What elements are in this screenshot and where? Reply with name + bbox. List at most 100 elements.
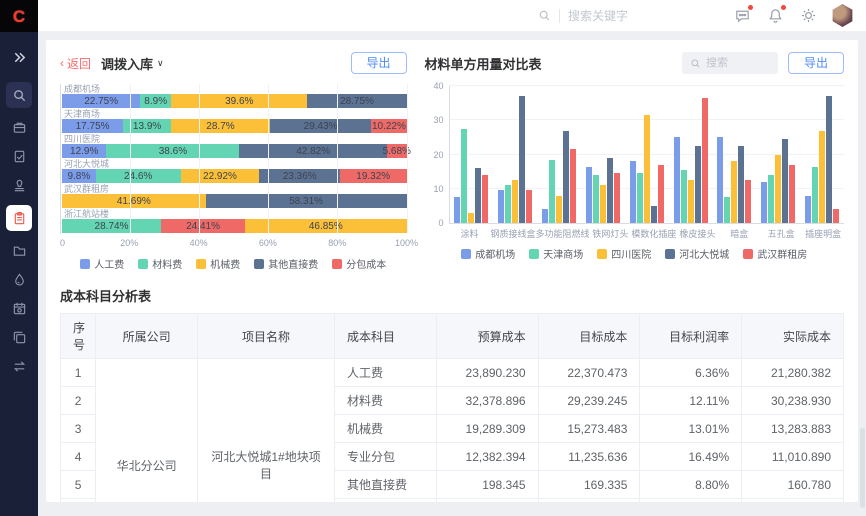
grouped-bar[interactable]: [512, 180, 519, 223]
table-row[interactable]: 4 专业分包 12,382.394 11,235.636 16.49% 11,010.89…: [59, 442, 844, 471]
scrollbar-track[interactable]: [859, 32, 866, 516]
grouped-bar[interactable]: [643, 115, 650, 223]
grouped-bar[interactable]: [724, 197, 731, 223]
grouped-bar[interactable]: [549, 159, 556, 223]
legend-item[interactable]: 四川医院: [597, 246, 651, 261]
grouped-bar[interactable]: [805, 195, 812, 223]
bar-segment[interactable]: 42.82%: [239, 144, 387, 158]
legend-item[interactable]: 材料费: [138, 256, 182, 271]
sidebar-item-copy-icon[interactable]: [6, 324, 32, 350]
grouped-bar[interactable]: [812, 166, 819, 223]
sidebar-expand-icon[interactable]: [6, 44, 32, 70]
bar-segment[interactable]: 5.68%: [383, 144, 411, 158]
grouped-bar[interactable]: [636, 173, 643, 223]
bar-segment[interactable]: 10.22%: [371, 119, 407, 133]
sidebar-item-clipboard-icon-active[interactable]: [6, 205, 32, 231]
legend-item[interactable]: 河北大悦城: [665, 246, 729, 261]
grouped-bar[interactable]: [680, 169, 687, 223]
grouped-bar[interactable]: [606, 157, 613, 223]
bar-segment[interactable]: 38.6%: [106, 144, 240, 158]
sidebar-item-calendar-icon[interactable]: [6, 295, 32, 321]
bar-segment[interactable]: 22.75%: [62, 94, 141, 108]
grouped-bar[interactable]: [738, 145, 745, 223]
bar-segment[interactable]: 24.41%: [161, 219, 246, 233]
sidebar-item-transfer-icon[interactable]: [6, 353, 32, 379]
grouped-bar[interactable]: [526, 190, 533, 223]
grouped-bar[interactable]: [592, 175, 599, 223]
grouped-bar[interactable]: [694, 145, 701, 223]
grouped-bar[interactable]: [585, 166, 592, 223]
grouped-bar[interactable]: [454, 197, 461, 223]
grouped-bar[interactable]: [657, 164, 664, 223]
grouped-bar[interactable]: [768, 175, 775, 223]
grouped-bar[interactable]: [461, 128, 468, 223]
gear-icon[interactable]: [800, 7, 817, 24]
global-search-input[interactable]: [568, 8, 678, 23]
grouped-bar[interactable]: [556, 195, 563, 223]
grouped-bar[interactable]: [789, 164, 796, 223]
grouped-bar[interactable]: [717, 137, 724, 223]
grouped-bar[interactable]: [782, 139, 789, 223]
bar-segment[interactable]: 28.75%: [307, 94, 407, 108]
grouped-bar[interactable]: [475, 168, 482, 223]
grouped-bar[interactable]: [482, 175, 489, 223]
sidebar-item-document-check-icon[interactable]: [6, 143, 32, 169]
grouped-bar[interactable]: [731, 161, 738, 223]
legend-item[interactable]: 分包成本: [332, 256, 386, 271]
grouped-bar[interactable]: [833, 209, 840, 223]
table-row[interactable]: 1 华北分公司 河北大悦城1#地块项目 人工费 23,890.230 22,370.473…: [59, 358, 844, 502]
export-button-right[interactable]: 导出: [787, 52, 844, 74]
legend-item[interactable]: 武汉群租房: [743, 246, 807, 261]
legend-item[interactable]: 其他直接费: [254, 256, 318, 271]
bar-segment[interactable]: 39.6%: [171, 94, 308, 108]
chart-search-input[interactable]: [705, 57, 770, 69]
bar-segment[interactable]: 41.69%: [62, 194, 206, 208]
bell-icon[interactable]: [767, 5, 786, 24]
grouped-bar[interactable]: [650, 205, 657, 223]
sidebar-search-icon[interactable]: [6, 82, 32, 108]
bar-segment[interactable]: 9.8%: [62, 169, 96, 183]
bar-segment[interactable]: 28.74%: [62, 219, 162, 233]
bar-segment[interactable]: 46.85%: [245, 219, 407, 233]
grouped-bar[interactable]: [498, 190, 505, 223]
table-row[interactable]: 3 机械费 19,289.309 15,273.483 13.01% 13,283.883: [59, 414, 844, 443]
grouped-bar[interactable]: [745, 180, 752, 223]
sidebar-item-folder-icon[interactable]: [6, 237, 32, 263]
grouped-bar[interactable]: [468, 212, 475, 223]
grouped-bar[interactable]: [599, 185, 606, 223]
table-row[interactable]: 2 材料费 32,378.896 29,239.245 12.11% 30,238.930: [59, 386, 844, 415]
bar-segment[interactable]: 23.36%: [259, 169, 340, 183]
grouped-bar[interactable]: [775, 154, 782, 223]
bar-segment[interactable]: 17.75%: [62, 119, 124, 133]
bar-segment[interactable]: 29.43%: [269, 119, 372, 133]
vertical-scrollbar-thumb[interactable]: [860, 428, 865, 508]
back-button[interactable]: ‹ 返回: [60, 55, 91, 72]
grouped-bar[interactable]: [563, 130, 570, 223]
bar-segment[interactable]: 28.7%: [171, 119, 270, 133]
bar-segment[interactable]: 12.9%: [62, 144, 107, 158]
grouped-bar[interactable]: [519, 96, 526, 223]
grouped-bar[interactable]: [687, 180, 694, 223]
sidebar-item-briefcase-icon[interactable]: [6, 114, 32, 140]
grouped-bar[interactable]: [701, 98, 708, 223]
legend-item[interactable]: 天津商场: [529, 246, 583, 261]
legend-item[interactable]: 成都机场: [461, 246, 515, 261]
grouped-bar[interactable]: [673, 137, 680, 223]
bar-segment[interactable]: 8.9%: [140, 94, 172, 108]
export-button-left[interactable]: 导出: [350, 52, 407, 74]
bar-segment[interactable]: 19.32%: [339, 169, 407, 183]
bar-segment[interactable]: 24.6%: [95, 169, 181, 183]
grouped-bar[interactable]: [542, 209, 549, 223]
bar-segment[interactable]: 22.92%: [180, 169, 260, 183]
grouped-bar[interactable]: [826, 96, 833, 223]
sidebar-item-drop-icon[interactable]: [6, 266, 32, 292]
messages-icon[interactable]: [734, 5, 753, 24]
bar-segment[interactable]: 13.9%: [123, 119, 172, 133]
sidebar-item-stamp-icon[interactable]: [6, 172, 32, 198]
grouped-bar[interactable]: [819, 130, 826, 223]
user-avatar[interactable]: [832, 4, 853, 27]
legend-item[interactable]: 人工费: [80, 256, 124, 271]
table-row[interactable]: 6 间接费用28.83726.9805.16%25.908: [59, 498, 844, 502]
grouped-bar[interactable]: [505, 185, 512, 223]
bar-segment[interactable]: 58.31%: [205, 194, 407, 208]
